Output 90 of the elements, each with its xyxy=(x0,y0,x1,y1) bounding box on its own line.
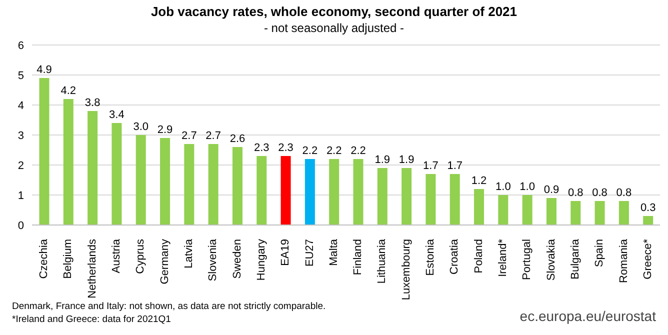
y-tick-label: 6 xyxy=(18,40,24,52)
bar xyxy=(88,111,98,225)
text: *Ireland and Greece: data for 2021Q1 xyxy=(12,313,172,326)
bar xyxy=(184,144,194,225)
y-tick-label: 2 xyxy=(18,160,24,172)
bar xyxy=(618,201,629,225)
bar xyxy=(498,195,508,225)
bar xyxy=(546,198,556,225)
data-label: 3.4 xyxy=(109,109,124,121)
y-tick-label: 3 xyxy=(18,130,24,142)
bar xyxy=(329,159,340,225)
bar xyxy=(160,138,170,225)
data-label: 2.7 xyxy=(206,130,221,142)
data-label: 2.3 xyxy=(254,142,270,154)
bar xyxy=(474,189,484,225)
x-tick-label: Poland xyxy=(472,239,485,274)
x-tick-label: Cyprus xyxy=(134,238,147,274)
x-tick-label: EA19 xyxy=(280,239,292,266)
chart-title: Job vacancy rates, whole economy, second quarter of 2021 xyxy=(150,4,518,19)
bar xyxy=(426,174,436,225)
x-tick-label: Portugal xyxy=(521,239,534,280)
data-label: 2.2 xyxy=(302,145,318,157)
data-label: 4.9 xyxy=(36,64,52,76)
bar xyxy=(522,195,532,225)
data-label: 0.8 xyxy=(592,187,608,199)
bar xyxy=(39,78,50,225)
bar xyxy=(377,168,388,225)
y-tick-label: 0 xyxy=(18,220,24,232)
data-label: 2.6 xyxy=(230,133,246,145)
bar xyxy=(136,135,146,225)
text: Denmark, France and Italy: not shown, as data are not strictly comparable. xyxy=(12,300,326,313)
x-tick-label: Luxembourg xyxy=(400,239,412,300)
x-tick-label: Croatia xyxy=(448,238,461,274)
data-label: 3.8 xyxy=(84,97,100,109)
x-tick-label: Slovakia xyxy=(545,238,558,281)
data-label: 2.7 xyxy=(182,130,197,142)
x-tick-label: Malta xyxy=(328,238,340,266)
data-label: 2.2 xyxy=(350,145,366,157)
x-tick-label: Austria xyxy=(110,238,123,274)
bar xyxy=(643,216,654,225)
data-label: 1.9 xyxy=(374,154,390,166)
data-label: 0.8 xyxy=(568,187,584,199)
bar xyxy=(112,123,122,225)
chart-subtitle: - not seasonally adjusted - xyxy=(262,21,406,35)
bar xyxy=(232,147,242,225)
bar xyxy=(304,159,315,225)
x-tick-label: Greece* xyxy=(642,238,654,280)
x-tick-label: Belgium xyxy=(62,239,74,279)
x-tick-label: Lithuania xyxy=(376,238,388,284)
data-label: 1.7 xyxy=(447,160,463,172)
data-label: 2.3 xyxy=(278,142,294,154)
x-tick-label: Netherlands xyxy=(86,238,98,298)
x-tick-label: Latvia xyxy=(183,238,195,268)
bar xyxy=(63,99,74,225)
x-tick-label: Romania xyxy=(618,238,630,284)
bar xyxy=(280,156,291,225)
x-tick-label: Slovenia xyxy=(207,238,220,282)
x-tick-label: Estonia xyxy=(424,238,437,276)
bar xyxy=(208,144,218,225)
x-tick-label: Finland xyxy=(352,239,364,276)
data-label: 1.0 xyxy=(496,181,511,193)
data-label: 0.8 xyxy=(616,187,632,199)
text: ec.europa.eu/eurostat xyxy=(520,308,656,324)
data-label: 0.3 xyxy=(640,202,656,214)
x-tick-label: Hungary xyxy=(255,238,268,281)
bar xyxy=(594,201,605,225)
x-tick-label: Czechia xyxy=(38,238,50,279)
x-tick-label: Sweden xyxy=(231,239,244,279)
data-label: 0.9 xyxy=(544,184,560,196)
data-label: 4.2 xyxy=(60,85,76,97)
bar xyxy=(570,201,581,225)
data-label: 1.2 xyxy=(471,175,487,187)
data-label: 1.7 xyxy=(423,160,438,172)
y-tick-label: 5 xyxy=(18,70,24,82)
data-label: 2.2 xyxy=(326,145,342,157)
bar xyxy=(353,159,364,225)
x-tick-label: Ireland* xyxy=(497,238,509,277)
data-label: 3.0 xyxy=(133,121,149,133)
y-tick-label: 4 xyxy=(18,100,24,112)
data-label: 1.9 xyxy=(398,154,414,166)
data-label: 1.0 xyxy=(520,181,535,193)
x-tick-label: Bulgaria xyxy=(569,238,582,280)
y-tick-label: 1 xyxy=(18,190,24,202)
x-tick-label: EU27 xyxy=(304,239,316,267)
bar xyxy=(402,168,412,225)
bar xyxy=(256,156,267,225)
data-label: 2.9 xyxy=(157,124,173,136)
x-tick-label: Germany xyxy=(158,238,171,284)
bar xyxy=(450,174,460,225)
x-tick-label: Spain xyxy=(594,239,606,268)
